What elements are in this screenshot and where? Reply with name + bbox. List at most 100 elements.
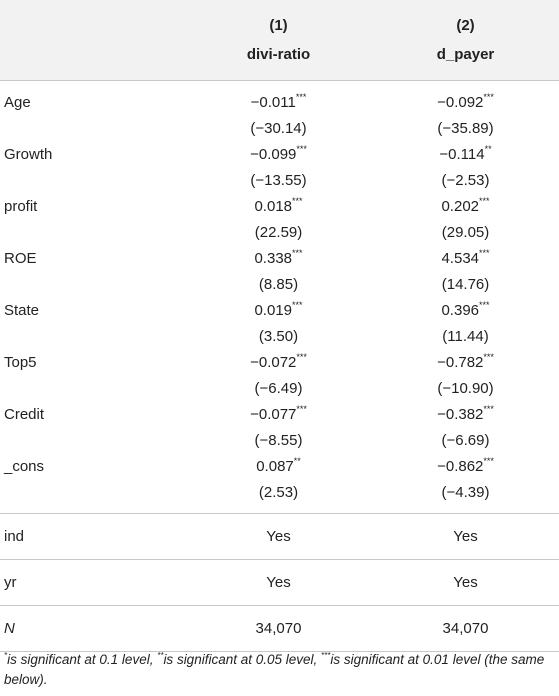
col1-coefficient: 0.087** <box>185 453 372 479</box>
coefficient-value: 0.338 <box>254 249 293 267</box>
coefficient-value: −0.077 <box>250 405 297 423</box>
table-row: _cons 0.087** −0.862*** <box>0 453 559 479</box>
row-label: N <box>0 605 185 652</box>
col1-tstat: (22.59) <box>254 223 303 241</box>
row-label-empty <box>0 219 185 245</box>
col1-coefficient: 0.018*** <box>185 193 372 219</box>
coefficient-value: 0.087 <box>256 457 294 475</box>
significance-stars: *** <box>479 195 490 206</box>
col1-tstat: (−6.49) <box>254 379 303 397</box>
col2-tstat: (−4.39) <box>372 479 559 514</box>
footnote-marker: ** <box>157 650 164 660</box>
col2-tstat: (−6.69) <box>441 431 490 449</box>
col2-tstat: (11.44) <box>442 327 489 345</box>
coefficient-value: 0.019 <box>254 301 293 319</box>
row-label: Top5 <box>4 353 37 371</box>
footnote-marker: *** <box>321 650 331 660</box>
significance-stars: ** <box>484 143 492 154</box>
col2-value: Yes <box>372 513 559 560</box>
col1-tstat: (−13.55) <box>250 171 307 189</box>
significance-stars: *** <box>296 143 307 154</box>
row-label: ROE <box>4 249 37 267</box>
col1-tstat: (−30.14) <box>250 119 307 137</box>
col2-tstat: (−35.89) <box>437 119 494 137</box>
control-rows: ind Yes Yes yr Yes Yes N 34,070 34,070 <box>0 513 559 652</box>
table-row: State 0.019*** 0.396*** <box>0 297 559 323</box>
col1-tstat: (−8.55) <box>254 431 303 449</box>
footnote-text: is significant at 0.05 level, <box>163 652 322 667</box>
row-label: Credit <box>4 405 45 423</box>
significance-stars: *** <box>292 247 303 258</box>
row-label: Growth <box>4 145 53 163</box>
col1-tstat: (2.53) <box>185 479 372 514</box>
row-label: State <box>4 301 40 319</box>
col2-coefficient: −0.114** <box>372 141 559 167</box>
table-row-tstat: (22.59) (29.05) <box>0 219 559 245</box>
col1-tstat: (3.50) <box>258 327 299 345</box>
significance-stars: *** <box>296 403 307 414</box>
col2-value: Yes <box>372 559 559 606</box>
regression-table-container: (1) (2) divi-ratio d_payer Age −0.011*** −… <box>0 0 559 652</box>
col2-coefficient: 4.534*** <box>372 245 559 271</box>
regression-table: (1) (2) divi-ratio d_payer Age −0.011*** −… <box>0 0 559 652</box>
col2-coefficient: −0.862*** <box>372 453 559 479</box>
row-label-empty <box>0 427 185 453</box>
col1-coefficient: −0.077*** <box>185 401 372 427</box>
row-label-empty <box>0 375 185 401</box>
row-label: ind <box>0 513 185 560</box>
coefficient-value: 0.018 <box>254 197 293 215</box>
table-row: ROE 0.338*** 4.534*** <box>0 245 559 271</box>
header-empty-cell <box>0 34 185 81</box>
col2-coefficient: −0.092*** <box>372 81 559 116</box>
col1-coefficient: −0.011*** <box>185 81 372 116</box>
col1-tstat: (8.85) <box>258 275 299 293</box>
table-row: N 34,070 34,070 <box>0 605 559 652</box>
coefficient-value: 0.202 <box>441 197 480 215</box>
table-row-tstat: (−6.49) (−10.90) <box>0 375 559 401</box>
col2-coefficient: 0.202*** <box>372 193 559 219</box>
col1-name: divi-ratio <box>185 34 372 81</box>
col1-coefficient: −0.072*** <box>185 349 372 375</box>
footnote-text: is significant at 0.01 level (the same b… <box>4 652 545 687</box>
table-row: Top5 −0.072*** −0.782*** <box>0 349 559 375</box>
footnote-marker: * <box>4 650 8 660</box>
col2-number: (2) <box>456 17 475 34</box>
significance-stars: *** <box>292 299 303 310</box>
table-row: Growth −0.099*** −0.114** <box>0 141 559 167</box>
coefficient-value: −0.382 <box>437 405 484 423</box>
significance-stars: *** <box>483 403 494 414</box>
coefficient-value: −0.092 <box>437 93 484 111</box>
header-row-names: divi-ratio d_payer <box>0 34 559 81</box>
significance-stars: *** <box>479 299 490 310</box>
col2-tstat: (29.05) <box>441 223 490 241</box>
significance-stars: ** <box>293 455 301 466</box>
header-empty-cell <box>0 0 185 34</box>
table-footnote: *is significant at 0.1 level, **is signi… <box>4 650 552 690</box>
significance-stars: *** <box>479 247 490 258</box>
coefficient-value: −0.011 <box>250 93 296 111</box>
col1-coefficient: 0.338*** <box>185 245 372 271</box>
col1-value: 34,070 <box>185 605 372 652</box>
row-label-empty <box>0 323 185 349</box>
coefficient-value: −0.099 <box>250 145 297 163</box>
col2-coefficient: −0.382*** <box>372 401 559 427</box>
col2-tstat: (14.76) <box>441 275 490 293</box>
coefficient-value: 0.396 <box>441 301 480 319</box>
col1-coefficient: −0.099*** <box>185 141 372 167</box>
table-row: Credit −0.077*** −0.382*** <box>0 401 559 427</box>
table-row: ind Yes Yes <box>0 513 559 560</box>
col2-tstat: (−2.53) <box>441 171 490 189</box>
row-label-empty <box>0 115 185 141</box>
coefficient-value: −0.782 <box>437 353 484 371</box>
row-label: _cons <box>4 457 45 475</box>
table-row: yr Yes Yes <box>0 559 559 606</box>
table-row-tstat: (8.85) (14.76) <box>0 271 559 297</box>
col1-coefficient: 0.019*** <box>185 297 372 323</box>
col1-number: (1) <box>269 17 288 34</box>
col2-value: 34,070 <box>372 605 559 652</box>
significance-stars: *** <box>483 455 494 466</box>
table-row-tstat: (−13.55) (−2.53) <box>0 167 559 193</box>
row-label: Age <box>4 93 31 111</box>
table-row-tstat: (2.53) (−4.39) <box>0 479 559 514</box>
coefficient-rows: Age −0.011*** −0.092*** (−30.14) (−35.89) Gro… <box>0 81 559 514</box>
